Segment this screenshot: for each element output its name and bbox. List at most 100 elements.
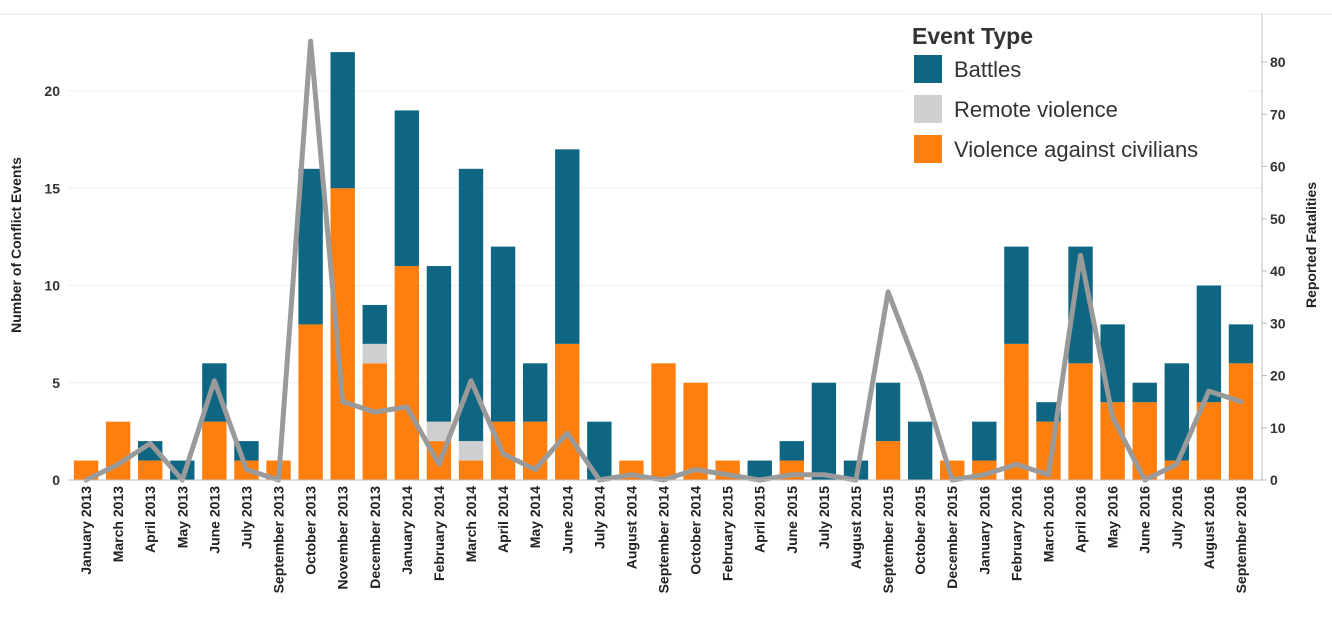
bar-violence-against-civilians	[683, 382, 708, 480]
bar-violence-against-civilians	[202, 421, 227, 480]
bar-battles	[972, 421, 997, 461]
bar-battles	[362, 304, 387, 344]
legend-label: Battles	[954, 57, 1021, 82]
x-tick-label: January 2016	[976, 486, 992, 575]
bar-battles	[330, 52, 355, 189]
y2-tick-label: 50	[1270, 211, 1286, 227]
bar-violence-against-civilians	[875, 441, 901, 480]
legend-background	[905, 18, 1250, 174]
x-tick-label: November 2013	[335, 486, 351, 590]
x-axis-ticks: January 2013 March 2013 April 2013 May 2013…	[78, 486, 1249, 594]
x-tick-label: May 2013	[174, 486, 190, 548]
x-tick-label: July 2016	[1169, 486, 1185, 549]
bar-remote-violence	[426, 421, 452, 442]
bar-battles	[1196, 285, 1222, 403]
y2-tick-label: 30	[1270, 315, 1286, 331]
bar-remote-violence	[362, 343, 387, 364]
y2-tick-label: 40	[1270, 263, 1286, 279]
y-axis-ticks: 0 5 10 15 20	[44, 83, 60, 488]
x-tick-label: June 2016	[1137, 486, 1153, 554]
x-tick-label: February 2015	[720, 486, 736, 581]
x-tick-label: April 2015	[752, 486, 768, 553]
y2-tick-label: 60	[1270, 159, 1286, 175]
x-tick-label: August 2014	[623, 486, 639, 569]
x-tick-label: April 2014	[495, 486, 511, 553]
y2-tick-label: 70	[1270, 106, 1286, 122]
bar-battles	[490, 246, 516, 422]
x-tick-label: July 2014	[591, 486, 607, 549]
x-tick-label: June 2013	[206, 486, 222, 554]
y-tick-label: 10	[44, 278, 60, 294]
x-tick-label: January 2013	[78, 486, 94, 575]
y2-tick-label: 20	[1270, 368, 1286, 384]
x-tick-label: June 2014	[559, 486, 575, 554]
bar-violence-against-civilians	[298, 324, 323, 480]
bar-battles	[1132, 382, 1157, 403]
x-tick-label: December 2015	[944, 486, 960, 589]
bar-battles	[555, 149, 580, 344]
bar-violence-against-civilians	[1228, 363, 1254, 480]
x-tick-label: September 2013	[271, 486, 287, 594]
legend-swatch	[914, 55, 942, 83]
bar-violence-against-civilians	[1068, 363, 1093, 480]
legend-items: Battles Remote violence Violence against c…	[914, 55, 1198, 163]
y2-axis-ticks: 0 10 20 30 40 50 60 70 80	[1262, 54, 1286, 488]
bar-violence-against-civilians	[138, 460, 163, 480]
bar-violence-against-civilians	[330, 188, 355, 480]
x-tick-label: July 2015	[816, 486, 832, 549]
x-tick-label: May 2014	[527, 486, 543, 548]
bar-violence-against-civilians	[1004, 343, 1029, 480]
x-tick-label: March 2014	[463, 486, 479, 562]
x-tick-label: May 2016	[1105, 486, 1121, 548]
x-tick-label: February 2016	[1008, 486, 1024, 581]
y-tick-label: 5	[52, 375, 60, 391]
legend-swatch	[914, 135, 942, 163]
y-axis-title: Number of Conflict Events	[8, 157, 24, 333]
y-tick-label: 15	[44, 180, 60, 196]
legend-label: Violence against civilians	[954, 137, 1198, 162]
legend-swatch	[914, 95, 942, 123]
bars-layer	[73, 52, 1254, 480]
x-tick-label: September 2015	[880, 486, 896, 594]
y2-tick-label: 10	[1270, 420, 1286, 436]
x-tick-label: July 2013	[238, 486, 254, 549]
x-tick-label: September 2016	[1233, 486, 1249, 594]
x-tick-label: September 2014	[656, 486, 672, 594]
bar-battles	[747, 460, 772, 480]
bar-battles	[522, 363, 548, 422]
bar-battles	[907, 421, 933, 480]
x-tick-label: April 2016	[1073, 486, 1089, 553]
bar-violence-against-civilians	[394, 266, 420, 480]
bar-battles	[811, 382, 837, 480]
x-tick-label: December 2013	[367, 486, 383, 589]
axes-layer	[0, 13, 1332, 481]
x-tick-label: April 2013	[142, 486, 158, 553]
x-tick-label: June 2015	[784, 486, 800, 554]
x-tick-label: January 2014	[399, 486, 415, 575]
x-tick-label: October 2014	[688, 486, 704, 575]
x-tick-label: August 2016	[1201, 486, 1217, 569]
x-tick-label: October 2015	[912, 486, 928, 575]
legend-label: Remote violence	[954, 97, 1118, 122]
y-tick-label: 0	[52, 472, 60, 488]
legend-title: Event Type	[912, 23, 1033, 49]
bar-battles	[394, 110, 420, 267]
bar-violence-against-civilians	[362, 363, 387, 480]
y2-axis-title: Reported Fatalities	[1303, 182, 1319, 308]
bar-violence-against-civilians	[555, 343, 580, 480]
x-tick-label: October 2013	[303, 486, 319, 575]
y2-tick-label: 80	[1270, 54, 1286, 70]
bar-battles	[298, 168, 323, 325]
legend: Event Type Battles Remote violence Violenc…	[905, 18, 1250, 174]
bar-battles	[1100, 324, 1125, 403]
y-tick-label: 20	[44, 83, 60, 99]
bar-battles	[779, 441, 805, 461]
bar-battles	[1004, 246, 1029, 344]
bar-battles	[875, 382, 901, 442]
x-tick-label: August 2015	[848, 486, 864, 569]
bar-violence-against-civilians	[651, 363, 676, 480]
bar-battles	[426, 266, 452, 422]
x-tick-label: March 2016	[1040, 486, 1056, 562]
bar-remote-violence	[458, 441, 484, 461]
